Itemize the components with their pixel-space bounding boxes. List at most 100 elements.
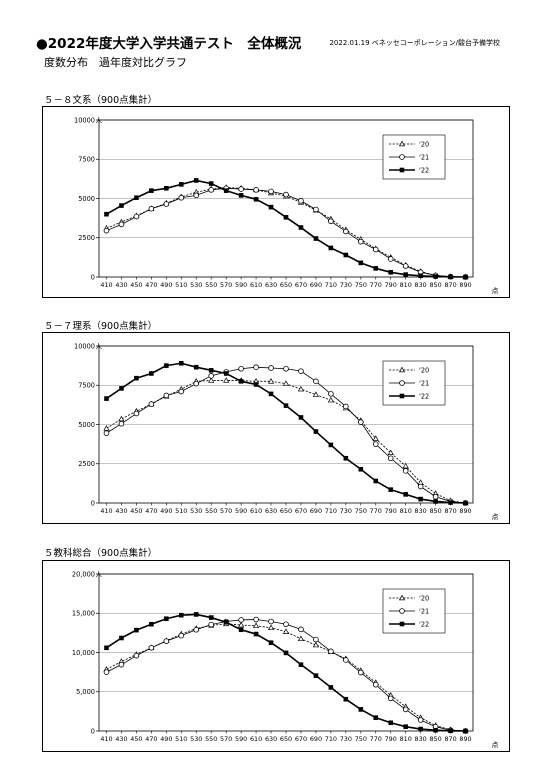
x-tick-label: 790 bbox=[385, 735, 397, 743]
data-point-series-1 bbox=[252, 622, 260, 629]
data-point-series-3 bbox=[178, 360, 184, 366]
x-tick-label: 770 bbox=[370, 507, 382, 515]
y-tick-label: 7500 bbox=[78, 156, 95, 164]
page-title: ●2022年度大学入学共通テスト 全体概況 bbox=[36, 36, 302, 52]
data-point-series-1 bbox=[103, 425, 110, 431]
x-tick-label: 630 bbox=[265, 507, 277, 515]
data-point-series-2 bbox=[268, 365, 274, 371]
x-tick-label: 470 bbox=[145, 507, 157, 515]
data-point-series-1 bbox=[267, 624, 275, 631]
x-tick-label: 430 bbox=[115, 735, 127, 743]
legend-swatch-marker bbox=[398, 594, 406, 601]
data-point-series-1 bbox=[267, 378, 275, 384]
x-tick-label: 870 bbox=[444, 507, 456, 515]
x-tick-label: 530 bbox=[190, 735, 202, 743]
x-tick-label: 430 bbox=[115, 507, 127, 515]
data-point-series-2 bbox=[387, 695, 394, 702]
x-tick-label: 670 bbox=[295, 735, 307, 743]
data-point-series-3 bbox=[164, 185, 169, 191]
legend-label: '21 bbox=[419, 607, 429, 615]
legend-swatch-marker bbox=[399, 167, 405, 173]
x-tick-label: 710 bbox=[325, 735, 337, 743]
x-tick-label: 850 bbox=[429, 735, 441, 743]
data-point-series-3 bbox=[149, 188, 154, 193]
x-tick-label: 850 bbox=[429, 507, 441, 515]
data-point-series-3 bbox=[298, 415, 304, 420]
data-point-series-1 bbox=[297, 385, 305, 392]
data-point-series-3 bbox=[253, 631, 259, 637]
data-point-series-2 bbox=[118, 420, 125, 427]
legend-label: '22 bbox=[419, 620, 429, 628]
x-tick-label: 550 bbox=[205, 735, 217, 743]
data-point-series-3 bbox=[104, 396, 109, 401]
page-subtitle: 度数分布 過年度対比グラフ bbox=[44, 56, 187, 69]
legend-label: '20 bbox=[419, 594, 429, 602]
x-tick-label: 770 bbox=[370, 281, 382, 289]
data-point-series-2 bbox=[163, 638, 170, 644]
x-tick-label: 450 bbox=[130, 507, 142, 515]
data-point-series-3 bbox=[448, 728, 453, 734]
data-point-series-2 bbox=[163, 201, 170, 207]
y-tick-label: 0 bbox=[91, 499, 95, 507]
data-point-series-3 bbox=[343, 455, 349, 461]
data-point-series-3 bbox=[134, 627, 139, 633]
y-tick-label: 10000 bbox=[74, 342, 95, 350]
x-tick-label: 610 bbox=[250, 281, 262, 289]
x-tick-label: 690 bbox=[310, 507, 322, 515]
x-tick-label: 690 bbox=[310, 735, 322, 743]
legend-label: '20 bbox=[419, 366, 429, 374]
data-point-series-1 bbox=[223, 377, 230, 383]
y-tick-label: 10,000 bbox=[72, 649, 95, 657]
x-tick-label: 530 bbox=[190, 281, 202, 289]
data-point-series-3 bbox=[433, 499, 438, 504]
series-line-2 bbox=[106, 187, 466, 278]
data-point-series-2 bbox=[193, 380, 200, 387]
data-point-series-3 bbox=[223, 188, 229, 193]
data-point-series-3 bbox=[358, 707, 364, 712]
x-tick-label: 750 bbox=[355, 281, 367, 289]
data-point-series-2 bbox=[283, 365, 289, 372]
series-line-2 bbox=[106, 619, 466, 732]
x-tick-label: 470 bbox=[145, 281, 157, 289]
x-tick-label: 890 bbox=[459, 281, 471, 289]
x-unit-label: 点 bbox=[492, 741, 499, 749]
x-tick-label: 570 bbox=[220, 735, 232, 743]
data-point-series-2 bbox=[238, 365, 244, 372]
data-point-series-3 bbox=[164, 363, 169, 368]
data-point-series-3 bbox=[134, 195, 139, 201]
data-point-series-2 bbox=[238, 617, 244, 623]
x-tick-label: 710 bbox=[325, 507, 337, 515]
y-tick-label: 2500 bbox=[78, 460, 95, 468]
x-tick-label: 510 bbox=[175, 507, 187, 515]
data-point-series-3 bbox=[403, 492, 408, 497]
legend-label: '22 bbox=[419, 392, 429, 400]
data-point-series-3 bbox=[448, 500, 453, 505]
data-point-series-3 bbox=[373, 715, 379, 720]
data-point-series-2 bbox=[357, 419, 364, 425]
source-credit: 2022.01.19 ベネッセコーポレーション/駿台予備学校 bbox=[329, 39, 500, 47]
data-point-series-2 bbox=[328, 218, 334, 225]
data-point-series-3 bbox=[223, 371, 229, 376]
x-tick-label: 470 bbox=[145, 735, 157, 743]
data-point-series-2 bbox=[298, 368, 304, 374]
x-tick-label: 870 bbox=[444, 735, 456, 743]
data-point-series-2 bbox=[163, 392, 170, 399]
y-tick-label: 20,000 bbox=[72, 570, 95, 578]
legend-swatch-marker bbox=[399, 154, 405, 160]
x-tick-label: 530 bbox=[190, 507, 202, 515]
x-tick-label: 830 bbox=[415, 735, 427, 743]
x-tick-label: 630 bbox=[265, 281, 277, 289]
x-tick-label: 570 bbox=[220, 281, 232, 289]
x-tick-label: 770 bbox=[370, 735, 382, 743]
data-point-series-2 bbox=[253, 616, 259, 623]
data-point-series-3 bbox=[358, 260, 364, 266]
data-point-series-3 bbox=[193, 612, 199, 617]
data-point-series-2 bbox=[343, 657, 349, 663]
y-tick-label: 2500 bbox=[78, 234, 95, 242]
data-point-series-3 bbox=[343, 252, 349, 258]
x-tick-label: 410 bbox=[100, 507, 112, 515]
data-point-series-3 bbox=[403, 272, 408, 277]
data-point-series-3 bbox=[119, 386, 124, 391]
data-point-series-1 bbox=[312, 391, 320, 397]
data-point-series-3 bbox=[343, 696, 349, 702]
